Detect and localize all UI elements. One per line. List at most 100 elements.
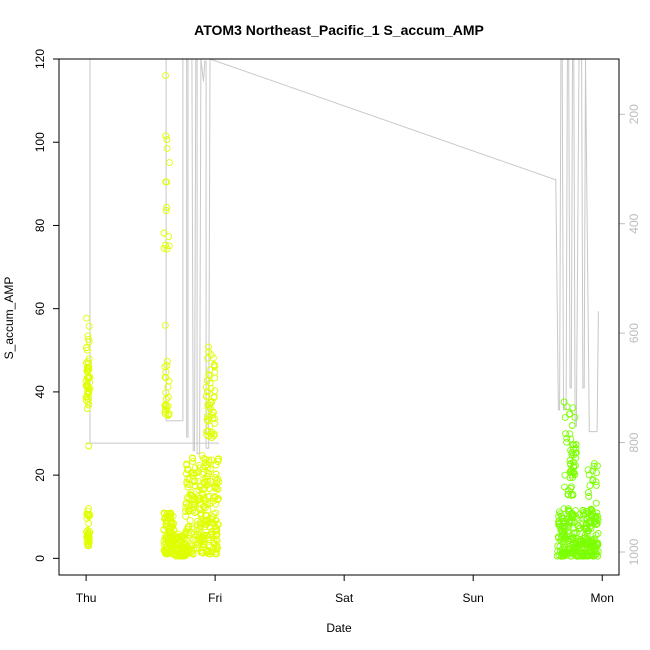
data-point [210,362,218,369]
data-point [570,445,577,453]
data-point [84,398,92,406]
data-point [586,482,594,490]
data-point [584,489,592,496]
data-point [592,514,600,521]
data-point [585,493,593,500]
data-point [163,144,171,152]
data-point [162,207,170,214]
data-point [569,404,577,412]
data-point [555,512,563,520]
data-point [564,490,572,498]
x-tick-label: Sat [335,591,354,605]
data-point [189,536,197,544]
data-point [212,517,220,524]
data-point [182,536,190,544]
data-point [184,523,192,531]
data-point [83,405,91,412]
data-point [204,547,212,555]
data-point [185,549,193,557]
data-point [568,422,576,429]
data-point [211,419,219,427]
data-point [593,550,601,558]
data-point [206,531,214,539]
data-point [214,496,222,504]
data-point [166,159,173,167]
data-point [590,460,598,468]
data-point [585,471,593,479]
data-point [213,531,221,538]
secondary-line [86,58,599,454]
data-point [213,542,221,550]
data-point [162,368,170,376]
data-point [183,460,191,468]
data-point [214,456,222,463]
data-point [587,525,595,533]
data-point [207,398,215,406]
data-point [556,519,564,527]
data-point [566,457,574,464]
data-point [163,178,171,186]
data-point [566,519,574,527]
data-point [161,510,169,518]
data-point [210,393,218,400]
data-point [85,528,93,535]
data-point [584,507,592,515]
data-point [85,322,93,330]
y2-tick-label: 200 [627,104,641,124]
data-point [191,482,199,490]
data-point [201,504,209,512]
data-point [86,511,94,519]
data-point [580,524,588,532]
data-point [204,354,212,362]
data-point [162,72,169,80]
data-point [567,536,575,543]
y-tick-label: 120 [33,49,47,69]
data-point [83,382,91,390]
data-point [196,506,204,514]
data-point [203,388,211,396]
data-point [567,483,575,491]
y2-tick-label: 400 [627,213,641,233]
data-point [592,478,600,486]
data-point [210,510,218,518]
data-point [554,533,562,541]
data-point [571,413,579,421]
data-point [560,398,568,406]
x-tick-label: Mon [591,591,614,605]
data-point [172,546,180,554]
plot-frame [58,58,620,576]
data-point [182,470,190,478]
data-point [165,377,173,385]
data-point [162,132,170,140]
data-point [194,468,202,476]
data-point [201,455,209,463]
data-point [85,442,93,450]
data-point [559,517,567,525]
data-point [562,430,569,438]
data-point [197,536,205,544]
y-tick-label: 100 [33,132,47,152]
x-axis-label: Date [326,621,352,635]
data-point [207,430,215,438]
data-point [206,492,214,500]
data-point [572,454,580,462]
data-point [572,445,580,452]
data-point [573,514,581,522]
data-point [555,508,563,516]
data-point [212,509,220,517]
data-point [204,417,212,425]
data-point [84,507,92,515]
data-point [188,500,196,508]
y2-tick-label: 800 [627,432,641,452]
data-point [160,229,168,237]
data-point [580,551,588,559]
data-point [204,343,212,351]
data-point [592,531,600,539]
data-point [163,362,171,369]
data-point [564,533,571,541]
data-point [566,430,574,438]
data-point [85,542,93,550]
data-point [165,410,173,417]
x-tick-label: Sun [463,591,484,605]
data-point [191,477,199,485]
